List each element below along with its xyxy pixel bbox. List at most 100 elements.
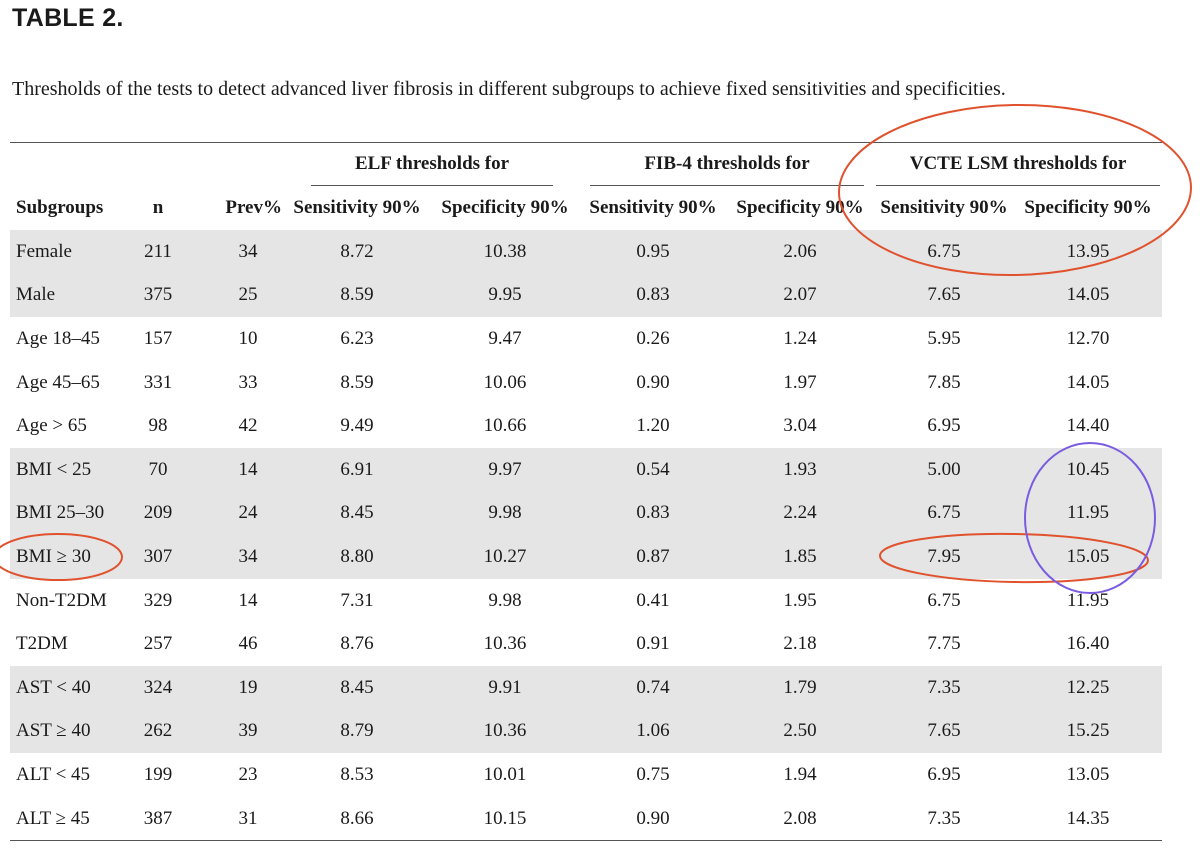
cell-elf-specificity: 10.36 <box>430 709 580 754</box>
cell-elf-specificity: 10.01 <box>483 763 527 785</box>
thresholds-table: ELF thresholds for FIB-4 thresholds for … <box>10 142 1163 842</box>
cell-prev: 23 <box>238 763 258 785</box>
cell-vcte-specificity: 11.95 <box>1014 491 1163 536</box>
cell-vcte-specificity: 15.05 <box>1014 535 1163 579</box>
cell-fib4-sensitivity: 0.91 <box>636 633 670 655</box>
cell-elf-specificity: 9.47 <box>488 327 522 349</box>
col-header-elf-sensitivity: Sensitivity 90% <box>293 197 421 218</box>
table-title: TABLE 2. <box>12 4 124 32</box>
cell-prev: 31 <box>188 796 284 842</box>
cell-vcte-sensitivity: 7.95 <box>874 535 1015 579</box>
cell-n: 307 <box>128 535 188 579</box>
cell-prev: 33 <box>238 371 258 393</box>
cell-elf-specificity: 9.98 <box>430 491 580 536</box>
cell-fib4-sensitivity: 0.95 <box>580 230 726 274</box>
cell-fib4-specificity: 1.95 <box>783 589 817 611</box>
cell-vcte-specificity: 10.45 <box>1014 447 1163 492</box>
cell-fib4-sensitivity: 1.20 <box>636 415 670 437</box>
cell-elf-specificity: 9.91 <box>430 665 580 710</box>
cell-vcte-sensitivity: 6.75 <box>874 491 1015 536</box>
cell-vcte-specificity: 12.25 <box>1014 665 1163 710</box>
cell-vcte-sensitivity: 6.95 <box>927 763 961 785</box>
cell-subgroup: Age 18–45 <box>16 327 100 349</box>
table-row: Age > 65 98 42 9.49 10.66 1.20 3.04 6.95 14.40 <box>10 404 1162 448</box>
cell-vcte-sensitivity: 7.75 <box>927 633 961 655</box>
cell-elf-sensitivity: 7.31 <box>340 589 374 611</box>
table-row: T2DM 257 46 8.76 10.36 0.91 2.18 7.75 16.40 <box>10 622 1162 666</box>
cell-fib4-sensitivity: 1.06 <box>580 709 726 754</box>
cell-elf-sensitivity: 8.72 <box>284 230 430 274</box>
table-row: Female 211 34 8.72 10.38 0.95 2.06 6.75 13.95 <box>10 230 1163 274</box>
cell-prev: 14 <box>238 589 258 611</box>
cell-n: 98 <box>148 415 168 437</box>
cell-fib4-specificity: 1.94 <box>783 763 817 785</box>
cell-elf-sensitivity: 8.59 <box>284 273 430 318</box>
cell-vcte-specificity: 15.25 <box>1014 709 1163 754</box>
cell-vcte-specificity: 11.95 <box>1066 589 1110 611</box>
col-header-elf-specificity: Specificity 90% <box>441 197 569 218</box>
cell-vcte-specificity: 13.95 <box>1014 230 1163 274</box>
table-row: Age 18–45 157 10 6.23 9.47 0.26 1.24 5.95 12.70 <box>10 317 1162 361</box>
cell-fib4-sensitivity: 0.83 <box>580 273 726 318</box>
cell-vcte-specificity: 14.05 <box>1014 273 1163 318</box>
table-row: Non-T2DM 329 14 7.31 9.98 0.41 1.95 6.75 11.95 <box>10 579 1162 623</box>
cell-fib4-sensitivity: 0.90 <box>636 371 670 393</box>
cell-n: 375 <box>128 273 188 318</box>
cell-prev: 25 <box>188 273 284 318</box>
cell-prev: 34 <box>188 230 284 274</box>
col-header-vcte-sensitivity: Sensitivity 90% <box>880 197 1008 218</box>
cell-elf-sensitivity: 8.76 <box>340 633 374 655</box>
cell-n: 324 <box>128 665 188 710</box>
table-row: AST < 40 324 19 8.45 9.91 0.74 1.79 7.35 12.25 <box>10 665 1163 710</box>
cell-elf-specificity: 10.36 <box>483 633 527 655</box>
cell-n: 157 <box>143 327 173 349</box>
table-row: Male 375 25 8.59 9.95 0.83 2.07 7.65 14.05 <box>10 273 1163 318</box>
cell-prev: 24 <box>188 491 284 536</box>
cell-fib4-specificity: 2.08 <box>726 796 875 842</box>
cell-fib4-sensitivity: 0.74 <box>580 665 726 710</box>
cell-fib4-specificity: 3.04 <box>783 415 817 437</box>
cell-subgroup: Age 45–65 <box>16 371 100 393</box>
col-header-prev: Prev% <box>225 197 282 218</box>
cell-elf-sensitivity: 6.23 <box>340 327 374 349</box>
cell-elf-sensitivity: 8.53 <box>340 763 374 785</box>
cell-vcte-specificity: 14.05 <box>1066 371 1110 393</box>
cell-fib4-sensitivity: 0.26 <box>636 327 670 349</box>
cell-fib4-sensitivity: 0.54 <box>580 447 726 492</box>
cell-elf-sensitivity: 9.49 <box>340 415 374 437</box>
cell-vcte-sensitivity: 5.00 <box>874 447 1015 492</box>
cell-n: 331 <box>143 371 173 393</box>
cell-elf-sensitivity: 8.45 <box>284 665 430 710</box>
cell-fib4-specificity: 1.79 <box>726 665 875 710</box>
table-row: AST ≥ 40 262 39 8.79 10.36 1.06 2.50 7.65 15.25 <box>10 709 1163 754</box>
cell-elf-specificity: 9.97 <box>430 447 580 492</box>
group-header-vcte: VCTE LSM thresholds for <box>874 142 1163 186</box>
cell-n: 211 <box>128 230 188 274</box>
cell-subgroup: BMI < 25 <box>10 447 128 492</box>
cell-prev: 39 <box>188 709 284 754</box>
cell-elf-specificity: 10.27 <box>430 535 580 579</box>
cell-subgroup: Non-T2DM <box>16 589 107 611</box>
cell-vcte-sensitivity: 7.65 <box>874 709 1015 754</box>
cell-fib4-specificity: 2.06 <box>726 230 875 274</box>
cell-vcte-sensitivity: 6.95 <box>927 415 961 437</box>
table-row: Age 45–65 331 33 8.59 10.06 0.90 1.97 7.85 14.05 <box>10 361 1162 405</box>
table-row: ALT ≥ 45 387 31 8.66 10.15 0.90 2.08 7.35 14.35 <box>10 796 1163 842</box>
cell-elf-sensitivity: 8.80 <box>284 535 430 579</box>
cell-elf-specificity: 10.06 <box>483 371 527 393</box>
col-header-n: n <box>152 197 164 218</box>
cell-elf-specificity: 10.15 <box>430 796 580 842</box>
group-header-elf: ELF thresholds for <box>284 142 580 186</box>
cell-vcte-sensitivity: 6.75 <box>874 230 1015 274</box>
cell-vcte-specificity: 12.70 <box>1066 327 1110 349</box>
cell-prev: 19 <box>188 665 284 710</box>
cell-vcte-specificity: 14.35 <box>1014 796 1163 842</box>
cell-n: 257 <box>143 633 173 655</box>
cell-fib4-specificity: 2.18 <box>783 633 817 655</box>
cell-vcte-sensitivity: 7.65 <box>874 273 1015 318</box>
cell-vcte-specificity: 13.05 <box>1066 763 1110 785</box>
table-body: Female 211 34 8.72 10.38 0.95 2.06 6.75 13.95 Mal… <box>10 230 1163 842</box>
cell-fib4-specificity: 2.24 <box>726 491 875 536</box>
cell-vcte-specificity: 14.40 <box>1066 415 1110 437</box>
cell-fib4-specificity: 1.24 <box>783 327 817 349</box>
